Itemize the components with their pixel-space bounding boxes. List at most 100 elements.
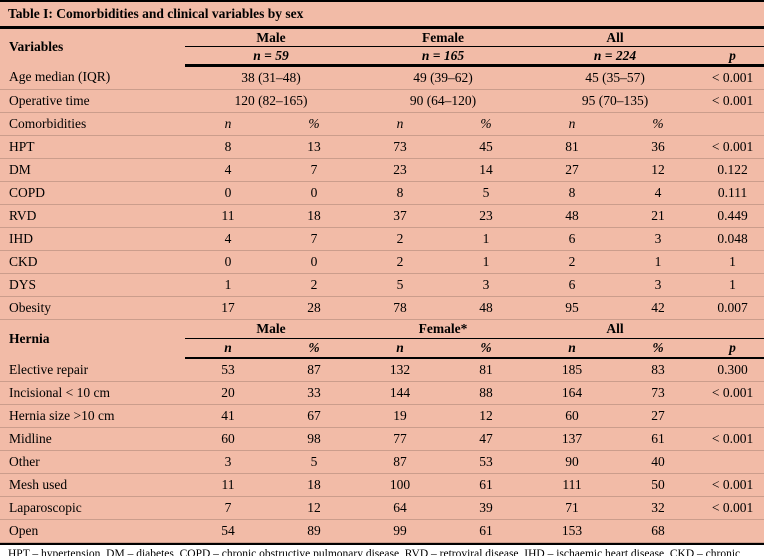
- cell-p-value: 0.111: [701, 181, 764, 205]
- cell-value-merged: 45 (35–57): [529, 65, 702, 90]
- cell-p-value: < 0.001: [701, 89, 764, 113]
- cell-value: 2: [271, 273, 357, 297]
- row-label: Hernia size >10 cm: [0, 404, 185, 428]
- table-row: RVD 11 18 37 23 48 21 0.449: [0, 204, 764, 228]
- cell-value: 132: [357, 358, 443, 382]
- table-row: DYS 1 2 5 3 6 3 1: [0, 273, 764, 297]
- row-label: Other: [0, 450, 185, 474]
- table-row: DM 4 7 23 14 27 12 0.122: [0, 158, 764, 182]
- cell-value: 64: [357, 496, 443, 520]
- cell-value: 3: [185, 450, 271, 474]
- table-row: Elective repair 53 87 132 81 185 83 0.300: [0, 358, 764, 382]
- row-label: Age median (IQR): [0, 65, 185, 90]
- cell-value: 98: [271, 427, 357, 451]
- cell-value: 2: [357, 227, 443, 251]
- cell-value: 12: [615, 158, 702, 182]
- cell-value: 1: [443, 227, 530, 251]
- cell-p-value: 0.048: [701, 227, 764, 251]
- hernia_section-label: Hernia: [9, 331, 50, 346]
- cell-value: 36: [615, 135, 702, 159]
- cell-p-value: [701, 112, 764, 136]
- cell-value-merged: 120 (82–165): [185, 89, 357, 113]
- cell-value: 21: [615, 204, 702, 228]
- table-row: n% n% n% p: [0, 338, 764, 359]
- row-label: DYS: [0, 273, 185, 297]
- cell-value: 4: [185, 227, 271, 251]
- cell-value-merged: 95 (70–135): [529, 89, 702, 113]
- cell-value: 14: [443, 158, 530, 182]
- cell-value: 81: [443, 358, 530, 382]
- cell-value: 8: [185, 135, 271, 159]
- cell-value: 37: [357, 204, 443, 228]
- cell-value: 5: [271, 450, 357, 474]
- table-row: COPD 0 0 8 5 8 4 0.111: [0, 181, 764, 205]
- cell-col-header: %: [443, 112, 530, 136]
- cell-value: 3: [615, 227, 702, 251]
- variables_section-p-header: p: [701, 46, 764, 67]
- cell-value: 185: [529, 358, 616, 382]
- table-row: n = 59 n = 165 n = 224 p: [0, 46, 764, 67]
- table-footnote: HPT – hypertension, DM – diabetes, COPD …: [0, 543, 764, 556]
- table-row: HPT 8 13 73 45 81 36 < 0.001: [0, 135, 764, 159]
- hernia_section-col-header: %: [443, 338, 530, 359]
- table-row: Incisional < 10 cm 20 33 144 88 164 73 < 0.001: [0, 381, 764, 405]
- cell-value: 88: [443, 381, 530, 405]
- hernia_section-group-header: Female*: [357, 319, 530, 339]
- cell-value: 164: [529, 381, 616, 405]
- cell-value: 18: [271, 473, 357, 497]
- table-row: Comorbidities n% n% n%: [0, 112, 764, 136]
- cell-value: 12: [443, 404, 530, 428]
- cell-value: 4: [185, 158, 271, 182]
- hernia_section-col-header: n: [357, 338, 443, 359]
- cell-p-value: < 0.001: [701, 381, 764, 405]
- row-label: Mesh used: [0, 473, 185, 497]
- cell-value: 23: [357, 158, 443, 182]
- row-label: RVD: [0, 204, 185, 228]
- hernia_section-group-header: Male: [185, 319, 357, 339]
- cell-p-value: 0.449: [701, 204, 764, 228]
- cell-value-merged: 49 (39–62): [357, 65, 530, 90]
- cell-value: 40: [615, 450, 702, 474]
- row-label: Elective repair: [0, 358, 185, 382]
- cell-p-value: < 0.001: [701, 473, 764, 497]
- cell-p-value: < 0.001: [701, 135, 764, 159]
- cell-p-value: 0.122: [701, 158, 764, 182]
- comorbidities-table: Variables Male Female All n = 59 n = 165 n = 2…: [0, 29, 764, 543]
- hernia_section-group-header: All: [529, 319, 702, 339]
- cell-p-value: < 0.001: [701, 496, 764, 520]
- cell-value: 53: [185, 358, 271, 382]
- cell-value: 42: [615, 296, 702, 320]
- cell-p-value: < 0.001: [701, 65, 764, 90]
- cell-col-header: %: [615, 112, 702, 136]
- cell-value: 1: [185, 273, 271, 297]
- cell-value: 1: [615, 250, 702, 274]
- cell-value: 11: [185, 204, 271, 228]
- cell-value: 45: [443, 135, 530, 159]
- cell-p-value: [701, 404, 764, 428]
- cell-value: 153: [529, 519, 616, 543]
- cell-p-value: 1: [701, 273, 764, 297]
- cell-value: 0: [271, 181, 357, 205]
- cell-value: 78: [357, 296, 443, 320]
- cell-value: 41: [185, 404, 271, 428]
- cell-value: 48: [443, 296, 530, 320]
- cell-value: 48: [529, 204, 616, 228]
- cell-value: 87: [271, 358, 357, 382]
- cell-col-header: %: [271, 112, 357, 136]
- variables_section-group-header: Female: [357, 29, 530, 47]
- cell-value: 111: [529, 473, 616, 497]
- cell-value: 12: [271, 496, 357, 520]
- hernia_section-p-header: p: [701, 338, 764, 359]
- cell-value: 2: [529, 250, 616, 274]
- variables_section-group-header: Male: [185, 29, 357, 47]
- variables_section-count-header: n = 224: [529, 46, 702, 67]
- cell-value-merged: 90 (64–120): [357, 89, 530, 113]
- table-title: Table I: Comorbidities and clinical vari…: [0, 0, 764, 29]
- row-label: Open: [0, 519, 185, 543]
- cell-value: 90: [529, 450, 616, 474]
- cell-value: 100: [357, 473, 443, 497]
- cell-value: 71: [529, 496, 616, 520]
- cell-value: 61: [443, 473, 530, 497]
- cell-value: 7: [271, 227, 357, 251]
- cell-value: 83: [615, 358, 702, 382]
